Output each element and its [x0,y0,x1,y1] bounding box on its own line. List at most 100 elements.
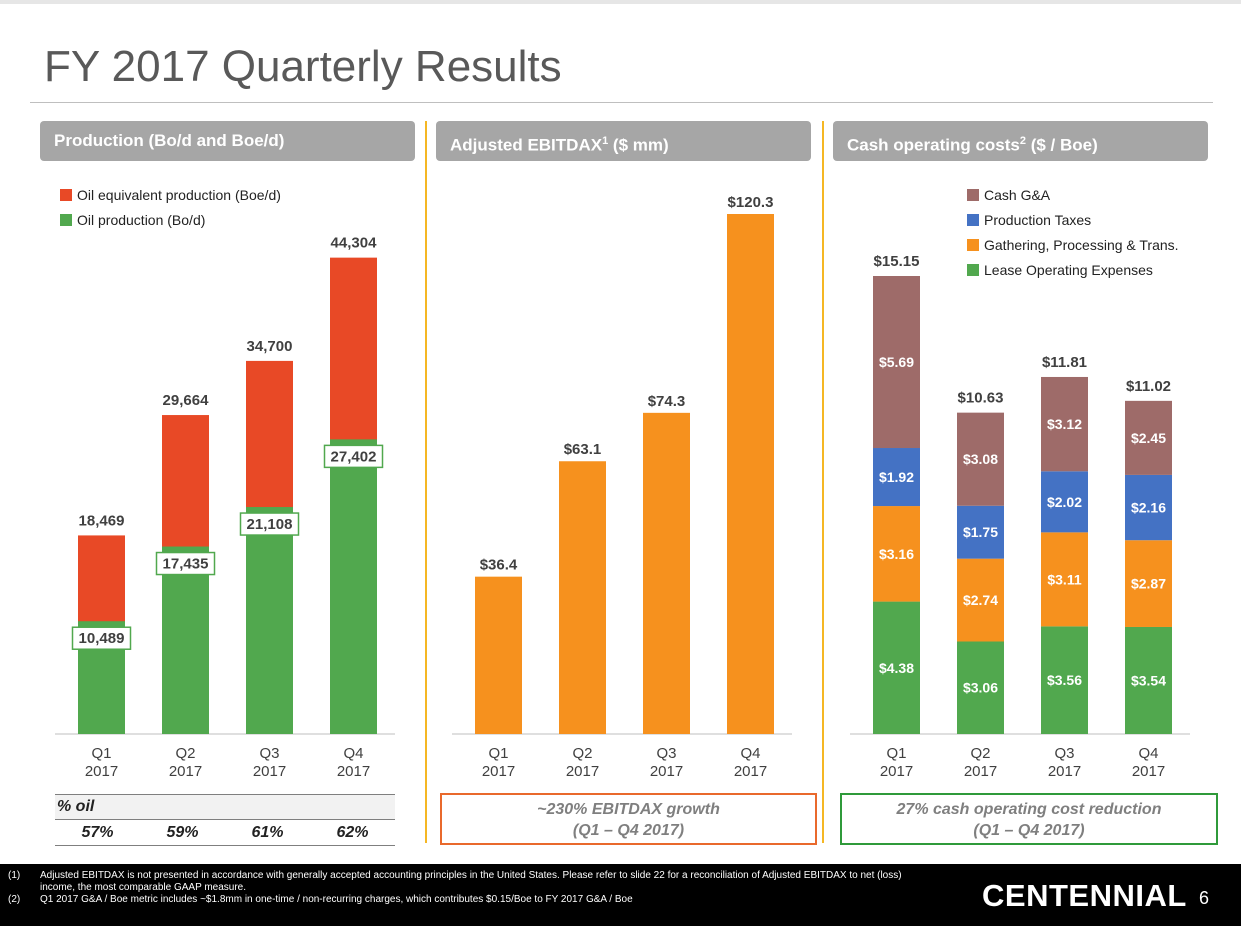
footnote-2-number: (2) [8,894,21,905]
ebitdax-data-label: $74.3 [648,393,686,410]
ebitdax-header-unit: ($ mm) [608,135,669,155]
legend-swatch-gathering [967,238,979,251]
ebitdax-chart: Q12017Q22017Q32017Q42017$36.4$63.1$74.3$… [452,194,792,780]
page-number: 6 [1199,888,1210,908]
production-taxes-segment [873,448,920,507]
panel-separator-left [425,121,427,843]
legend-item-lease-operating: Lease Operating Expenses [967,257,1179,282]
ebitdax-header-footnote-ref: 1 [602,135,609,147]
production-taxes-segment [1041,471,1088,533]
legend-label-oil: Oil production (Bo/d) [77,211,206,228]
cost-callout-line1: 27% cash operating cost reduction [896,801,1162,818]
gathering-data-label: $2.87 [1131,576,1166,592]
pct-oil-q3: 61% [251,824,284,841]
cash-ga-data-label: $5.69 [879,354,914,370]
production-panel-header: Production (Bo/d and Boe/d) [40,121,415,161]
panel-separator-right [822,121,824,843]
production-x-tick-label: 2017 [337,763,370,780]
production-x-tick-label: Q4 [343,745,363,762]
gathering-data-label: $2.74 [963,592,998,608]
legend-swatch-oil-equivalent [60,188,72,201]
boe-data-label: 29,664 [163,392,210,409]
production-chart: Q12017Q22017Q32017Q4201718,46910,48929,6… [55,235,395,780]
oil-data-label: 27,402 [331,448,377,465]
ebitdax-data-label: $120.3 [728,194,774,211]
gathering-data-label: $3.16 [879,546,914,562]
ebitdax-panel-header: Adjusted EBITDAX1 ($ mm) [436,121,811,161]
ebitdax-x-tick-label: 2017 [566,763,599,780]
footer: (1) Adjusted EBITDAX is not presented in… [0,864,1241,926]
cash-ga-segment [1125,400,1172,475]
page-title: FY 2017 Quarterly Results [44,42,562,91]
ebitdax-growth-callout: ~230% EBITDAX growth (Q1 – Q4 2017) [440,793,817,845]
ebitdax-bar [643,412,690,734]
boe-data-label: 44,304 [331,235,378,252]
legend-item-oil-equivalent: Oil equivalent production (Boe/d) [60,182,281,207]
legend-swatch-lease-operating [967,263,979,276]
costs-legend: Cash G&A Production Taxes Gathering, Pro… [967,182,1179,282]
costs-x-tick-label: 2017 [880,763,913,780]
lease-operating-segment [873,601,920,734]
legend-swatch-cash-ga [967,188,979,201]
costs-x-tick-label: Q2 [970,745,990,762]
cash-ga-segment [957,412,1004,506]
ebitdax-data-label: $63.1 [564,441,602,458]
oil-data-label-box [155,551,216,576]
cost-total-label: $15.15 [874,253,920,270]
cash-ga-segment [873,276,920,449]
legend-item-production-taxes: Production Taxes [967,207,1179,232]
costs-header-footnote-ref: 2 [1019,135,1026,147]
footnote-1-number: (1) [8,870,21,881]
production-taxes-data-label: $1.75 [963,524,998,540]
oil-bar [330,439,377,734]
oil-data-label-box [239,512,300,536]
production-x-tick-label: 2017 [85,763,118,780]
production-x-tick-label: Q2 [175,745,195,762]
ebitdax-x-tick-label: 2017 [734,763,767,780]
legend-swatch-oil [60,213,72,226]
legend-swatch-production-taxes [967,213,979,226]
pct-oil-table: % oil 57% 59% 61% 62% [55,794,395,846]
cash-ga-segment [1041,376,1088,472]
production-x-tick-label: 2017 [253,763,286,780]
ebitdax-x-tick-label: 2017 [650,763,683,780]
oil-data-label-box [71,626,132,650]
legend-label-gathering: Gathering, Processing & Trans. [984,236,1179,253]
cost-reduction-callout: 27% cash operating cost reduction (Q1 – … [840,793,1218,845]
cost-callout-line2: (Q1 – Q4 2017) [973,822,1085,839]
costs-header-text: Cash operating costs [847,135,1020,155]
ebitdax-bar [475,576,522,734]
oil-bar [162,546,209,734]
ebitdax-header-text: Adjusted EBITDAX [450,135,603,155]
legend-item-oil: Oil production (Bo/d) [60,207,281,232]
cash-ga-data-label: $3.12 [1047,416,1082,432]
cost-total-label: $11.02 [1126,378,1171,395]
pct-oil-row: 57% 59% 61% 62% [55,820,395,846]
oil-data-label: 17,435 [163,556,209,573]
production-x-tick-label: Q3 [259,745,279,762]
production-taxes-data-label: $2.16 [1131,500,1166,516]
costs-chart: Q12017Q22017Q32017Q42017$4.38$3.16$1.92$… [850,253,1190,780]
production-taxes-segment [957,505,1004,559]
boe-data-label: 18,469 [79,512,125,529]
ebitdax-data-label: $36.4 [480,557,518,574]
ebitdax-x-tick-label: Q2 [572,745,592,762]
production-taxes-data-label: $2.02 [1047,494,1082,510]
cost-total-label: $11.81 [1042,354,1087,371]
top-border [0,0,1241,4]
pct-oil-label: % oil [55,794,395,820]
legend-label-production-taxes: Production Taxes [984,211,1092,228]
production-taxes-segment [1125,474,1172,541]
costs-x-tick-label: 2017 [964,763,997,780]
footnote-1-text-continued: income, the most comparable GAAP measure… [40,882,247,893]
lease-operating-data-label: $3.06 [963,680,998,696]
boe-data-label: 34,700 [247,338,293,355]
company-logo: CENTENNIAL [982,878,1187,913]
ebitdax-callout-line1: ~230% EBITDAX growth [537,801,720,818]
gathering-segment [1125,540,1172,627]
costs-x-tick-label: Q3 [1054,745,1074,762]
production-x-tick-label: Q1 [91,745,111,762]
pct-oil-q4: 62% [336,824,369,841]
lease-operating-segment [1125,626,1172,734]
ebitdax-x-tick-label: Q4 [740,745,760,762]
